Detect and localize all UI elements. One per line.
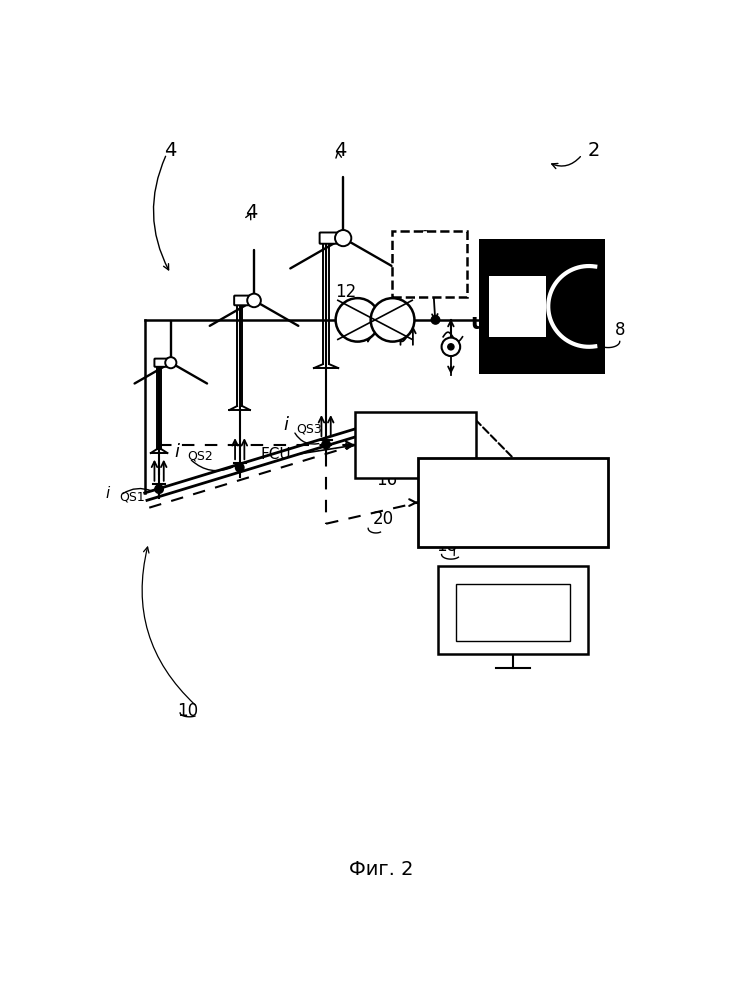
Circle shape <box>441 338 460 356</box>
Text: $i$: $i$ <box>374 314 381 333</box>
Circle shape <box>322 441 331 449</box>
Text: 12: 12 <box>336 283 357 301</box>
Text: 6: 6 <box>419 229 429 247</box>
Text: QS3: QS3 <box>296 423 322 436</box>
Text: $\mathbf{u}$: $\mathbf{u}$ <box>470 313 486 333</box>
Circle shape <box>165 358 176 369</box>
Circle shape <box>448 344 454 350</box>
Text: 2: 2 <box>588 141 600 160</box>
Text: $i$: $i$ <box>174 444 181 462</box>
Bar <box>392 232 467 297</box>
Circle shape <box>236 464 244 472</box>
Text: 10: 10 <box>178 702 198 720</box>
Text: FCU: FCU <box>261 447 291 462</box>
Text: Фиг. 2: Фиг. 2 <box>348 860 413 879</box>
Text: 4: 4 <box>245 203 257 222</box>
Text: $i$: $i$ <box>284 417 291 435</box>
FancyBboxPatch shape <box>319 233 344 244</box>
Circle shape <box>431 316 440 324</box>
Text: 16: 16 <box>376 472 397 490</box>
Circle shape <box>371 298 415 342</box>
Text: 18: 18 <box>436 536 458 554</box>
Bar <box>355 413 476 478</box>
Circle shape <box>247 294 261 308</box>
Bar <box>418 459 609 546</box>
Text: 8: 8 <box>614 322 625 340</box>
Bar <box>489 276 546 337</box>
Text: QS1: QS1 <box>119 491 145 503</box>
Text: $i$: $i$ <box>105 485 111 500</box>
Circle shape <box>335 230 351 246</box>
Text: 4: 4 <box>164 141 177 160</box>
Text: 14: 14 <box>583 464 604 482</box>
FancyBboxPatch shape <box>234 296 255 306</box>
FancyBboxPatch shape <box>155 359 172 367</box>
Circle shape <box>155 485 163 494</box>
Text: 20: 20 <box>373 509 395 527</box>
Text: QS2: QS2 <box>187 450 212 463</box>
Bar <box>456 583 570 641</box>
Bar <box>478 239 606 374</box>
Text: 4: 4 <box>334 141 347 160</box>
Bar <box>438 566 588 654</box>
Circle shape <box>336 298 380 342</box>
